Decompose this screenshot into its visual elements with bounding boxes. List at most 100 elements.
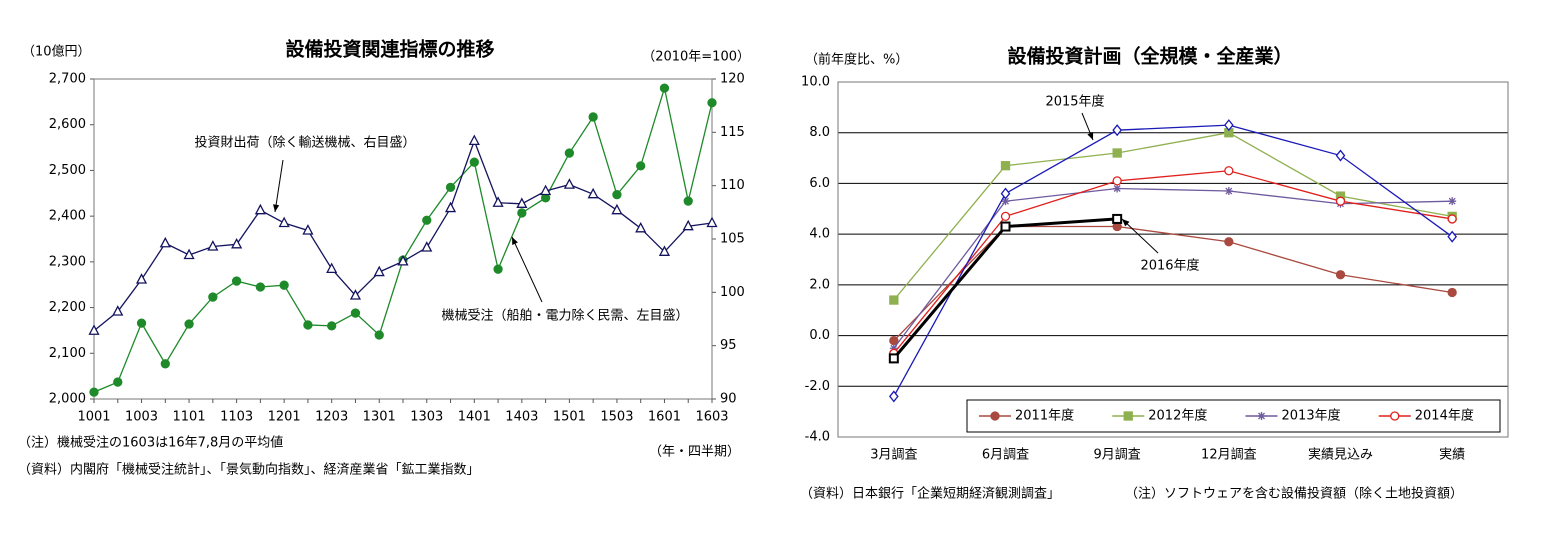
marker [990, 411, 1000, 421]
marker [303, 320, 313, 330]
marker [88, 324, 100, 335]
y2-tick-label: 95 [720, 338, 737, 353]
marker [1000, 161, 1011, 171]
marker [1224, 166, 1234, 176]
y-tick-label: 2,500 [49, 163, 86, 178]
marker [1123, 411, 1133, 421]
marker [1448, 197, 1457, 206]
marker [516, 197, 528, 208]
y-tick-label: 2,400 [49, 209, 86, 224]
plot-frame [837, 81, 1509, 438]
x-tick-label: 1101 [173, 410, 206, 425]
marker [160, 359, 170, 369]
marker [1000, 187, 1011, 200]
marker [89, 387, 99, 397]
marker [468, 134, 480, 146]
y-tick-label: 2,300 [49, 254, 86, 269]
marker [1112, 124, 1123, 137]
x-tick-label: 実績 [1439, 447, 1465, 463]
y-tick-label: 0.0 [809, 328, 830, 343]
marker [1224, 237, 1234, 247]
marker [302, 224, 314, 235]
marker [611, 203, 623, 215]
marker [1390, 411, 1400, 421]
x-tick-label: 1001 [77, 410, 110, 425]
x-tick-label: 1503 [600, 410, 633, 425]
plot-frame [93, 78, 713, 400]
y2-axis-label: （2010年=100） [642, 50, 750, 65]
marker [278, 216, 290, 228]
arrow-head [1087, 132, 1094, 140]
note: （資料）内閣府「機械受注統計」、「景気動向指数」、経済産業省「鉱工業指数」 [18, 462, 480, 478]
y-tick-label: 4.0 [809, 227, 830, 242]
legend-label: 2014年度 [1415, 408, 1474, 424]
y2-tick-label: 110 [720, 178, 745, 193]
x-tick-label: 3月調査 [870, 448, 917, 463]
marker [113, 377, 123, 387]
annotation-arrow [1121, 218, 1159, 254]
series-line [892, 217, 1118, 360]
marker [683, 196, 693, 206]
marker [1113, 184, 1122, 193]
marker [326, 262, 338, 274]
marker [563, 178, 575, 189]
x-tick-label: 1303 [410, 410, 443, 425]
y-axis-label: （前年度比、%） [805, 52, 908, 68]
marker [635, 221, 647, 233]
marker [373, 265, 385, 277]
marker [136, 318, 147, 328]
legend-label: 2012年度 [1148, 408, 1207, 424]
marker [231, 237, 243, 249]
marker [327, 321, 337, 331]
y-tick-label: -2.0 [805, 379, 830, 394]
marker [1112, 213, 1123, 224]
marker [1335, 270, 1346, 280]
x-tick-label: 1403 [505, 410, 538, 425]
marker [517, 208, 527, 218]
marker [349, 289, 362, 300]
marker [159, 236, 171, 248]
y-tick-label: 10.0 [801, 75, 830, 90]
chart-title: 設備投資計画（全規模・全産業） [1007, 45, 1292, 68]
marker [1224, 187, 1233, 196]
x-tick-label: 12月調査 [1201, 448, 1257, 463]
marker [1000, 221, 1011, 232]
marker [889, 390, 899, 403]
y-tick-label: 2,700 [49, 72, 86, 87]
marker [207, 240, 219, 251]
marker [1447, 287, 1457, 298]
chart-title: 設備投資関連指標の推移 [285, 38, 494, 61]
legend-label: 2011年度 [1015, 408, 1074, 424]
y-tick-label: 2,600 [49, 117, 86, 132]
marker [1257, 412, 1266, 420]
y-tick-label: 2,200 [49, 300, 86, 315]
x-tick-label: 9月調査 [1094, 448, 1141, 463]
marker [255, 282, 266, 292]
x-tick-label: 1301 [363, 410, 396, 425]
annotation: 機械受注（船舶・電力除く民需、左目盛） [441, 308, 688, 324]
annotation: 投資財出荷（除く輸送機械、右目盛） [194, 135, 415, 151]
marker [231, 276, 242, 286]
marker [1335, 149, 1346, 162]
marker [636, 161, 646, 171]
marker [445, 182, 456, 192]
note: （資料）日本銀行「企業短期経済観測調査」 [800, 486, 1060, 502]
marker [135, 273, 148, 284]
y-tick-label: 2,100 [49, 346, 86, 361]
marker [208, 292, 218, 302]
marker [112, 305, 124, 316]
marker [1112, 176, 1122, 186]
x-tick-label: 実績見込み [1308, 447, 1373, 463]
y-tick-label: 8.0 [809, 125, 830, 140]
y2-tick-label: 115 [720, 125, 745, 140]
annotation-arrow [511, 236, 543, 303]
y2-tick-label: 105 [720, 232, 745, 247]
y2-tick-label: 120 [720, 72, 745, 87]
x-tick-label: 1401 [458, 410, 491, 425]
marker [254, 203, 266, 215]
marker [493, 264, 503, 274]
y-tick-label: -4.0 [805, 430, 830, 445]
marker [374, 330, 384, 340]
marker [469, 157, 479, 167]
